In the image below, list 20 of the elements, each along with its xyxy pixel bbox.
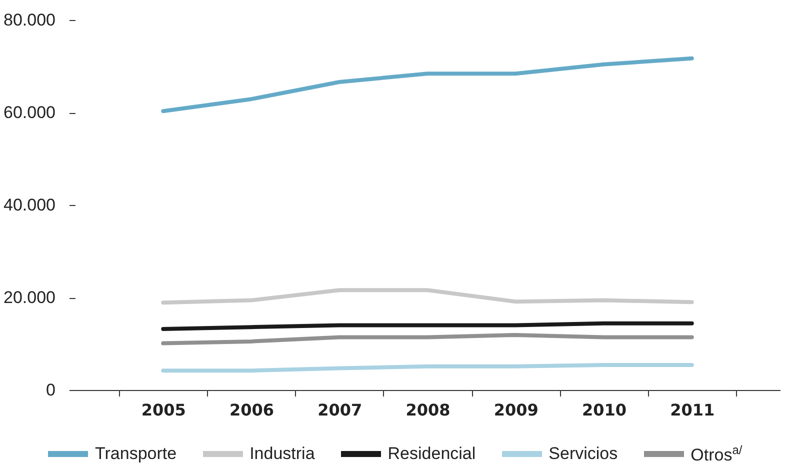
x-tick-label: 2007: [318, 400, 362, 420]
line-series: [161, 56, 694, 114]
y-tick-label: 0: [46, 380, 56, 400]
x-tick-label: 2008: [406, 400, 450, 420]
legend-label: Industria: [250, 444, 315, 464]
x-tick-label: 2006: [229, 400, 274, 420]
legend-label: Transporte: [95, 444, 177, 464]
x-tick-label: 2011: [670, 400, 715, 420]
legend-label: Residencial: [388, 444, 476, 464]
x-tick-label: 2010: [582, 400, 627, 420]
x-tick-label: 2005: [141, 400, 186, 420]
line-series: [161, 288, 694, 305]
legend-label: Otros$^{a/}$: [690, 443, 742, 465]
y-tick-label: 40.000: [4, 196, 56, 214]
legend-label: Servicios: [548, 444, 618, 464]
line-series: [161, 332, 694, 346]
y-tick-label: 20.000: [4, 288, 56, 307]
x-tick-label: 2009: [494, 400, 538, 420]
y-tick-label: 80.000: [4, 10, 56, 30]
y-tick-label: 60.000: [4, 103, 56, 122]
